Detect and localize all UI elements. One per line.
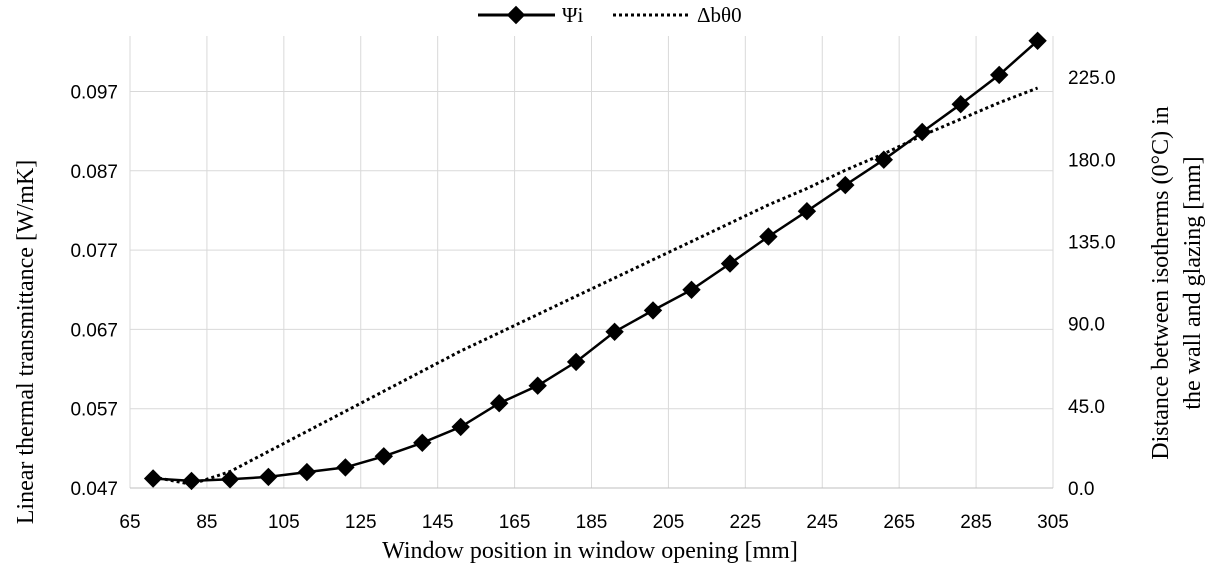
x-tick-label: 145 — [422, 512, 454, 533]
series-psi-i-point — [297, 462, 317, 482]
series-psi-i-point — [1028, 31, 1047, 50]
series-psi-i-point — [797, 202, 817, 221]
y-tick-label-left: 0.097 — [70, 83, 118, 104]
series-delta-b-theta0-line — [152, 86, 1039, 486]
y-tick-label-right: 45.0 — [1068, 397, 1105, 418]
y-tick-label-right: 135.0 — [1068, 232, 1116, 253]
series-psi-i-point — [874, 150, 893, 169]
plot-area — [143, 31, 1047, 491]
y-tick-label-left: 0.067 — [70, 320, 118, 341]
x-tick-label: 265 — [883, 512, 915, 533]
series-psi-i-point — [451, 417, 470, 437]
y-tick-label-left: 0.047 — [70, 479, 118, 500]
series-psi-i-point — [413, 433, 432, 452]
y-tick-label-left: 0.057 — [70, 400, 118, 421]
legend-psi-label: Ψi — [562, 3, 583, 27]
legend-delta-label: Δbθ0 — [697, 3, 742, 27]
series-psi-i-point — [990, 65, 1009, 85]
y-axis-title-right-line2: the wall and glazing [mm] — [1180, 156, 1206, 409]
series-psi-i-point — [643, 301, 663, 320]
legend: Ψi Δbθ0 — [478, 3, 742, 27]
series-psi-i-point — [182, 471, 201, 491]
x-tick-label: 245 — [806, 512, 838, 533]
x-tick-label: 225 — [729, 512, 761, 533]
x-tick-label: 305 — [1037, 512, 1069, 533]
y-axis-title-left: Linear thermal transmittance [W/mK] — [13, 160, 39, 525]
series-psi-i-point — [836, 175, 855, 195]
x-tick-label: 85 — [196, 512, 217, 533]
series-psi-i-point — [220, 470, 240, 489]
series-psi-i-point — [259, 467, 278, 487]
y-tick-label-right: 0.0 — [1068, 479, 1094, 500]
y-tick-label-right: 180.0 — [1068, 150, 1116, 171]
x-tick-label: 125 — [345, 512, 377, 533]
y-tick-label-left: 0.077 — [70, 241, 118, 262]
series-psi-i-point — [374, 447, 393, 466]
series-psi-i-point — [605, 322, 624, 341]
y-axis-title-right-line1: Distance between isotherms (0°C) in — [1148, 106, 1174, 460]
x-tick-label: 165 — [499, 512, 531, 533]
axes: 65 85 105 125 145 165 185 205 225 245 265 285 305 0.0… — [70, 68, 1115, 533]
y-tick-label-left: 0.087 — [70, 162, 118, 183]
y-tick-label-right: 225.0 — [1068, 68, 1116, 89]
series-psi-i-point — [913, 122, 932, 142]
series-psi-i-point — [528, 376, 547, 395]
x-tick-label: 285 — [960, 512, 992, 533]
series-psi-i-line — [153, 39, 1039, 483]
x-tick-label: 205 — [653, 512, 685, 533]
series-psi-i-point — [720, 254, 740, 273]
series-psi-i-point — [682, 280, 701, 299]
x-axis-title: Window position in window opening [mm] — [382, 538, 798, 564]
grid — [129, 36, 1054, 489]
legend-psi-marker — [506, 5, 526, 25]
x-tick-label: 65 — [119, 512, 140, 533]
x-tick-label: 185 — [576, 512, 608, 533]
series-psi-i-point — [759, 227, 778, 246]
series-psi-i-point — [566, 352, 586, 372]
y-tick-label-right: 90.0 — [1068, 315, 1105, 336]
series-psi-i-point — [490, 394, 509, 413]
series-psi-i-point — [336, 458, 355, 477]
x-tick-label: 105 — [268, 512, 300, 533]
series-psi-i-point — [951, 95, 970, 114]
